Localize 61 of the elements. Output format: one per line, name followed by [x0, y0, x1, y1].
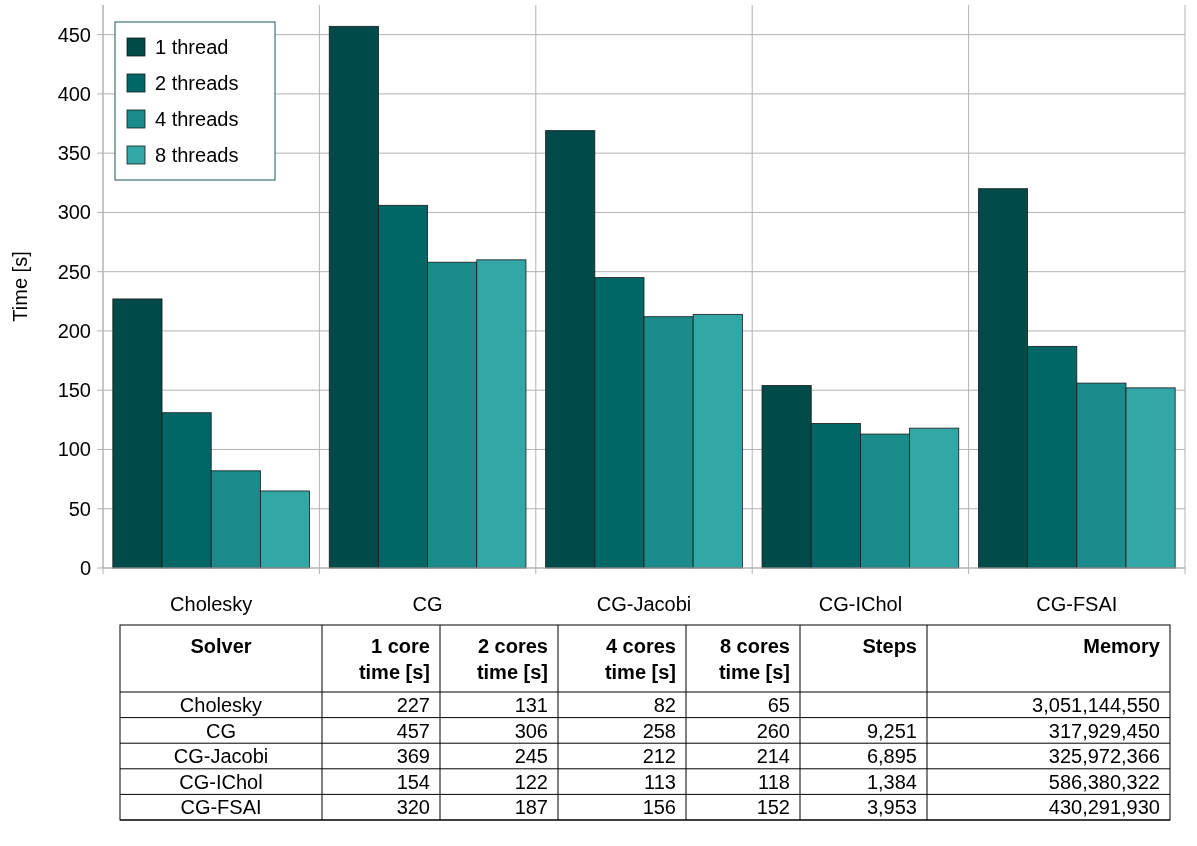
text: 8 cores time [s]	[718, 635, 790, 683]
data-label: 212	[642, 745, 676, 768]
data-label: 317,929,450	[1048, 719, 1160, 742]
data-label: 187	[514, 796, 548, 819]
y-tick-label: 450	[57, 23, 91, 46]
data-label: 369	[396, 745, 430, 768]
x-tick-label: CG-IChol	[818, 593, 903, 615]
data-label: 82	[653, 694, 676, 716]
x-tick-label: CG-FSAI	[1036, 593, 1118, 615]
data-label: 260	[756, 719, 790, 742]
text: Steps	[862, 635, 917, 657]
data-label: 306	[514, 719, 548, 742]
x-tick-label: CG	[412, 593, 443, 615]
data-label: 156	[642, 796, 676, 819]
y-tick-label: 300	[57, 201, 91, 224]
y-tick-label: 150	[57, 379, 91, 402]
legend-label: 8 threads	[155, 144, 239, 166]
data-label: 320	[396, 796, 430, 819]
text: Solver	[190, 635, 252, 657]
y-tick-label: 250	[57, 260, 91, 283]
data-label: 227	[396, 694, 430, 716]
data-label: 3,953	[866, 796, 917, 819]
data-label: 6,895	[866, 745, 917, 768]
y-tick-label: 400	[57, 82, 91, 105]
category-label: CG-FSAI	[180, 796, 262, 819]
x-tick-label: CG-Jacobi	[596, 593, 692, 615]
legend-label: 2 threads	[155, 72, 239, 94]
data-label: 1,384	[866, 770, 917, 793]
y-tick-label: 100	[57, 438, 91, 461]
text: 4 cores time [s]	[604, 635, 676, 683]
x-tick-label: Cholesky	[170, 593, 253, 615]
y-tick-label: 350	[57, 142, 91, 165]
data-label: 122	[514, 770, 548, 793]
data-label: 245	[514, 745, 548, 768]
category-label: CG-IChol	[179, 770, 263, 793]
data-label: 152	[756, 796, 790, 819]
data-label: 457	[396, 719, 430, 742]
legend-label: 4 threads	[155, 108, 239, 130]
data-label: 113	[644, 770, 676, 793]
data-label: 430,291,930	[1048, 796, 1160, 819]
y-tick-label: 50	[68, 497, 91, 520]
category-label: CG-Jacobi	[173, 745, 269, 768]
y-tick-label: 0	[79, 557, 91, 579]
data-label: 3,051,144,550	[1032, 694, 1160, 716]
legend-label: 1 thread	[155, 36, 229, 58]
data-label: 65	[767, 694, 790, 716]
data-label: 154	[396, 770, 430, 793]
y-tick-label: 200	[57, 319, 91, 342]
y-axis-title: Time [s]	[9, 251, 31, 322]
text: 2 cores time [s]	[476, 635, 548, 683]
category-label: Cholesky	[179, 694, 263, 716]
data-label: 9,251	[866, 719, 917, 742]
data-label: 258	[642, 719, 676, 742]
data-label: 118	[758, 770, 790, 793]
text: 1 core time [s]	[358, 635, 430, 683]
data-label: 325,972,366	[1048, 745, 1160, 768]
data-label: 586,380,322	[1048, 770, 1160, 793]
text: Memory	[1083, 635, 1161, 657]
category-label: CG	[206, 719, 236, 742]
data-label: 131	[514, 694, 548, 716]
data-label: 214	[756, 745, 790, 768]
